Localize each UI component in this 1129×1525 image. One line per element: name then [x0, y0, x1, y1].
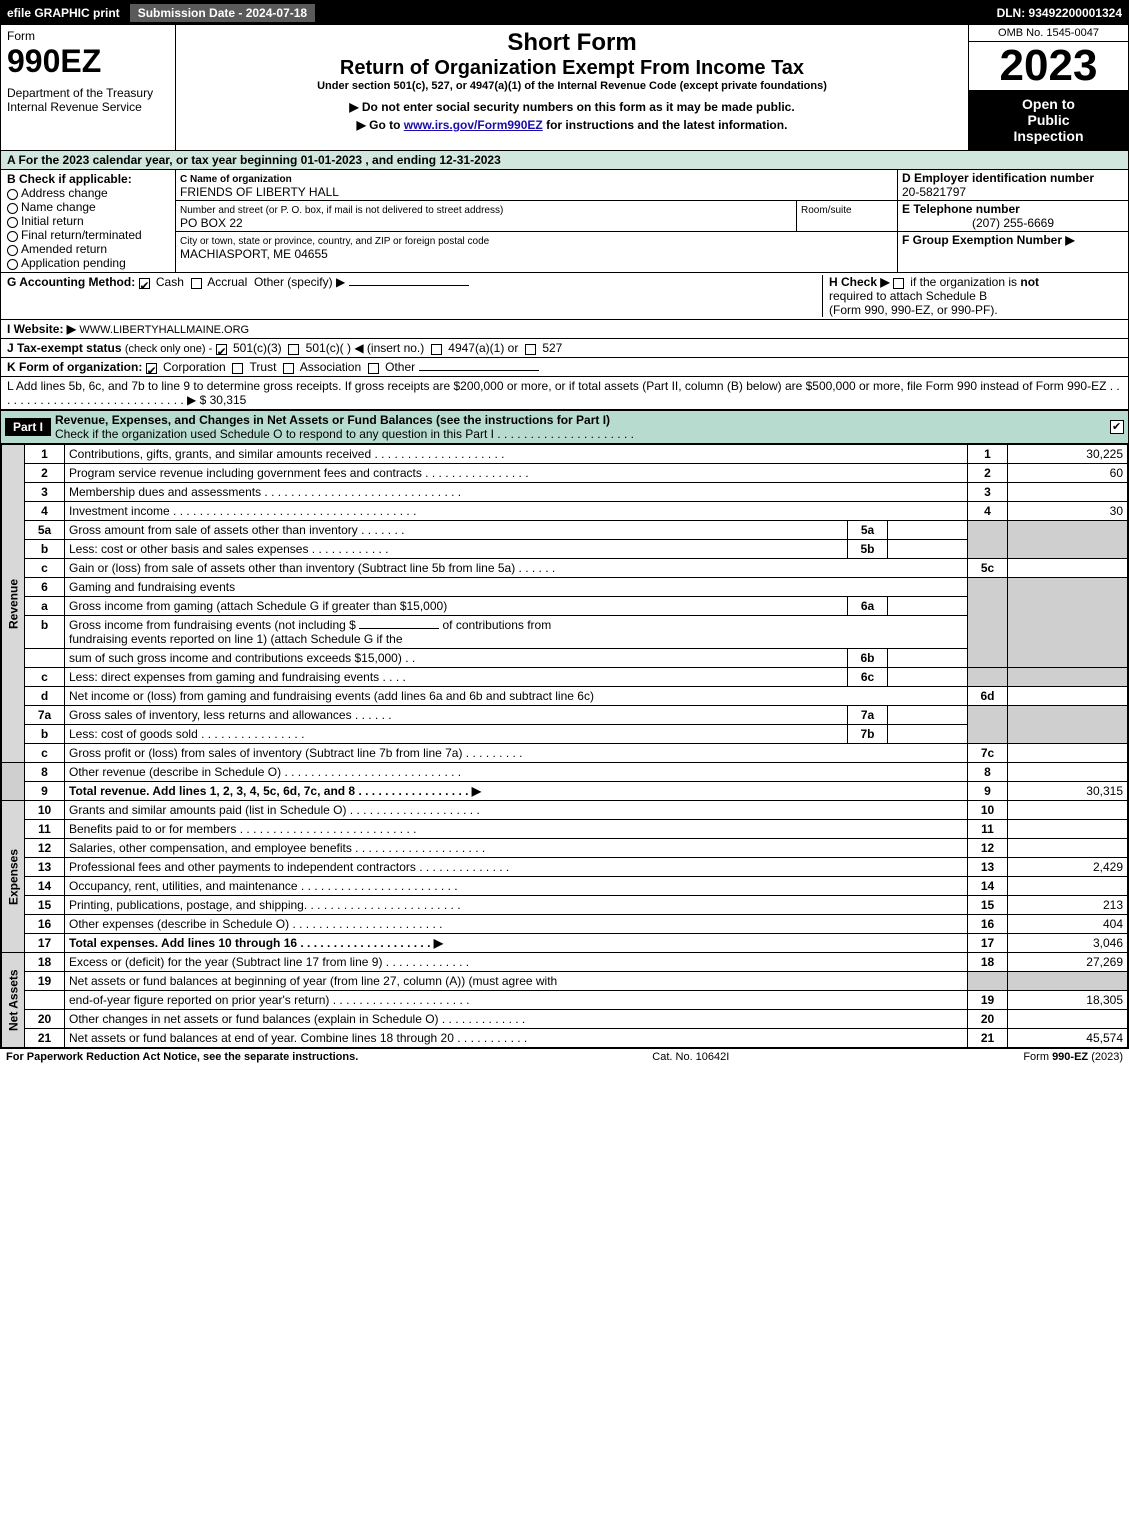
- submission-date: Submission Date - 2024-07-18: [130, 4, 315, 22]
- chk-corporation[interactable]: ✔: [146, 363, 157, 374]
- line-2-value: 60: [1008, 464, 1128, 483]
- part-i-header: Part I Revenue, Expenses, and Changes in…: [1, 410, 1128, 444]
- ein-value: 20-5821797: [902, 185, 1124, 199]
- chk-amended-return[interactable]: Amended return: [7, 242, 169, 256]
- section-j-row: J Tax-exempt status (check only one) - ✔…: [1, 339, 1128, 358]
- chk-application-pending[interactable]: Application pending: [7, 256, 169, 270]
- title-block: Form 990EZ Department of the Treasury In…: [1, 25, 1128, 151]
- chk-h[interactable]: [893, 278, 904, 289]
- chk-other[interactable]: [368, 363, 379, 374]
- omb-number: OMB No. 1545-0047: [969, 25, 1128, 42]
- dept-treasury: Department of the Treasury: [7, 86, 169, 100]
- chk-association[interactable]: [283, 363, 294, 374]
- expenses-side-label: Expenses: [2, 801, 25, 953]
- under-section: Under section 501(c), 527, or 4947(a)(1)…: [182, 80, 962, 92]
- part-i-title: Revenue, Expenses, and Changes in Net As…: [55, 413, 610, 427]
- city-label: City or town, state or province, country…: [180, 236, 489, 247]
- d-ein-label: D Employer identification number: [902, 171, 1124, 185]
- tax-year: 2023: [969, 42, 1128, 90]
- dln-label: DLN: 93492200001324: [997, 6, 1128, 20]
- chk-initial-return[interactable]: Initial return: [7, 214, 169, 228]
- phone-value: (207) 255-6669: [902, 216, 1124, 230]
- short-form-title: Short Form: [182, 29, 962, 57]
- cat-no: Cat. No. 10642I: [358, 1051, 1023, 1063]
- chk-schedule-o[interactable]: [1110, 420, 1124, 434]
- inspection-badge: Open to Public Inspection: [969, 90, 1128, 150]
- netassets-side-label: Net Assets: [2, 953, 25, 1048]
- section-i-row: I Website: ▶ WWW.LIBERTYHALLMAINE.ORG: [1, 320, 1128, 339]
- line-15-value: 213: [1008, 896, 1128, 915]
- section-a-period: A For the 2023 calendar year, or tax yea…: [1, 151, 1128, 170]
- form-number: 990EZ: [7, 43, 169, 80]
- org-street: PO BOX 22: [180, 216, 243, 230]
- return-title: Return of Organization Exempt From Incom…: [182, 57, 962, 80]
- i-label: I Website: ▶: [7, 322, 76, 336]
- org-city: MACHIASPORT, ME 04655: [180, 247, 328, 261]
- line-18-value: 27,269: [1008, 953, 1128, 972]
- gross-receipts: 30,315: [210, 393, 247, 407]
- check-b-label: B Check if applicable:: [7, 172, 169, 186]
- j-label: J Tax-exempt status: [7, 341, 122, 355]
- chk-final-return[interactable]: Final return/terminated: [7, 228, 169, 242]
- section-k-row: K Form of organization: ✔ Corporation Tr…: [1, 358, 1128, 377]
- f-group-label: F Group Exemption Number ▶: [902, 233, 1124, 247]
- chk-accrual[interactable]: [191, 278, 202, 289]
- line-19-value: 18,305: [1008, 991, 1128, 1010]
- form-word: Form: [7, 29, 169, 43]
- line-1-desc: Contributions, gifts, grants, and simila…: [65, 445, 968, 464]
- section-l-row: L Add lines 5b, 6c, and 7b to line 9 to …: [1, 377, 1128, 410]
- note-ssn: Do not enter social security numbers on …: [182, 100, 962, 114]
- section-g-row: G Accounting Method: ✔ Cash Accrual Othe…: [1, 273, 1128, 320]
- line-4-value: 30: [1008, 502, 1128, 521]
- header-bar: efile GRAPHIC print Submission Date - 20…: [1, 1, 1128, 25]
- efile-label[interactable]: efile GRAPHIC print: [1, 4, 126, 22]
- total-revenue-value: 30,315: [1008, 782, 1128, 801]
- irs-link[interactable]: www.irs.gov/Form990EZ: [404, 118, 543, 132]
- g-label: G Accounting Method:: [7, 275, 135, 289]
- street-label: Number and street (or P. O. box, if mail…: [180, 205, 503, 216]
- chk-trust[interactable]: [232, 363, 243, 374]
- note-goto: ▶ Go to www.irs.gov/Form990EZ for instru…: [182, 118, 962, 132]
- k-label: K Form of organization:: [7, 360, 142, 374]
- form-ref: Form 990-EZ (2023): [1023, 1051, 1123, 1063]
- page-footer: For Paperwork Reduction Act Notice, see …: [0, 1049, 1129, 1065]
- line-1-value: 30,225: [1008, 445, 1128, 464]
- chk-527[interactable]: [525, 344, 536, 355]
- line-21-value: 45,574: [1008, 1029, 1128, 1048]
- org-name: FRIENDS OF LIBERTY HALL: [180, 185, 339, 199]
- line-13-value: 2,429: [1008, 858, 1128, 877]
- dept-irs: Internal Revenue Service: [7, 100, 169, 114]
- part-i-table: Revenue 1 Contributions, gifts, grants, …: [1, 444, 1128, 1048]
- part-i-check-text: Check if the organization used Schedule …: [55, 427, 634, 441]
- line-16-value: 404: [1008, 915, 1128, 934]
- org-info-block: B Check if applicable: Address change Na…: [1, 170, 1128, 273]
- chk-name-change[interactable]: Name change: [7, 200, 169, 214]
- e-phone-label: E Telephone number: [902, 202, 1124, 216]
- room-label: Room/suite: [801, 205, 852, 216]
- website-value: WWW.LIBERTYHALLMAINE.ORG: [79, 324, 249, 336]
- revenue-side-label: Revenue: [2, 445, 25, 763]
- c-name-label: C Name of organization: [180, 174, 292, 185]
- chk-501c[interactable]: [288, 344, 299, 355]
- part-i-label: Part I: [5, 418, 51, 436]
- l-text: L Add lines 5b, 6c, and 7b to line 9 to …: [7, 379, 1120, 407]
- chk-address-change[interactable]: Address change: [7, 186, 169, 200]
- chk-501c3[interactable]: ✔: [216, 344, 227, 355]
- chk-4947[interactable]: [431, 344, 442, 355]
- paperwork-notice: For Paperwork Reduction Act Notice, see …: [6, 1051, 358, 1063]
- chk-cash[interactable]: ✔: [139, 278, 150, 289]
- h-label: H Check ▶: [829, 275, 890, 289]
- total-expenses-value: 3,046: [1008, 934, 1128, 953]
